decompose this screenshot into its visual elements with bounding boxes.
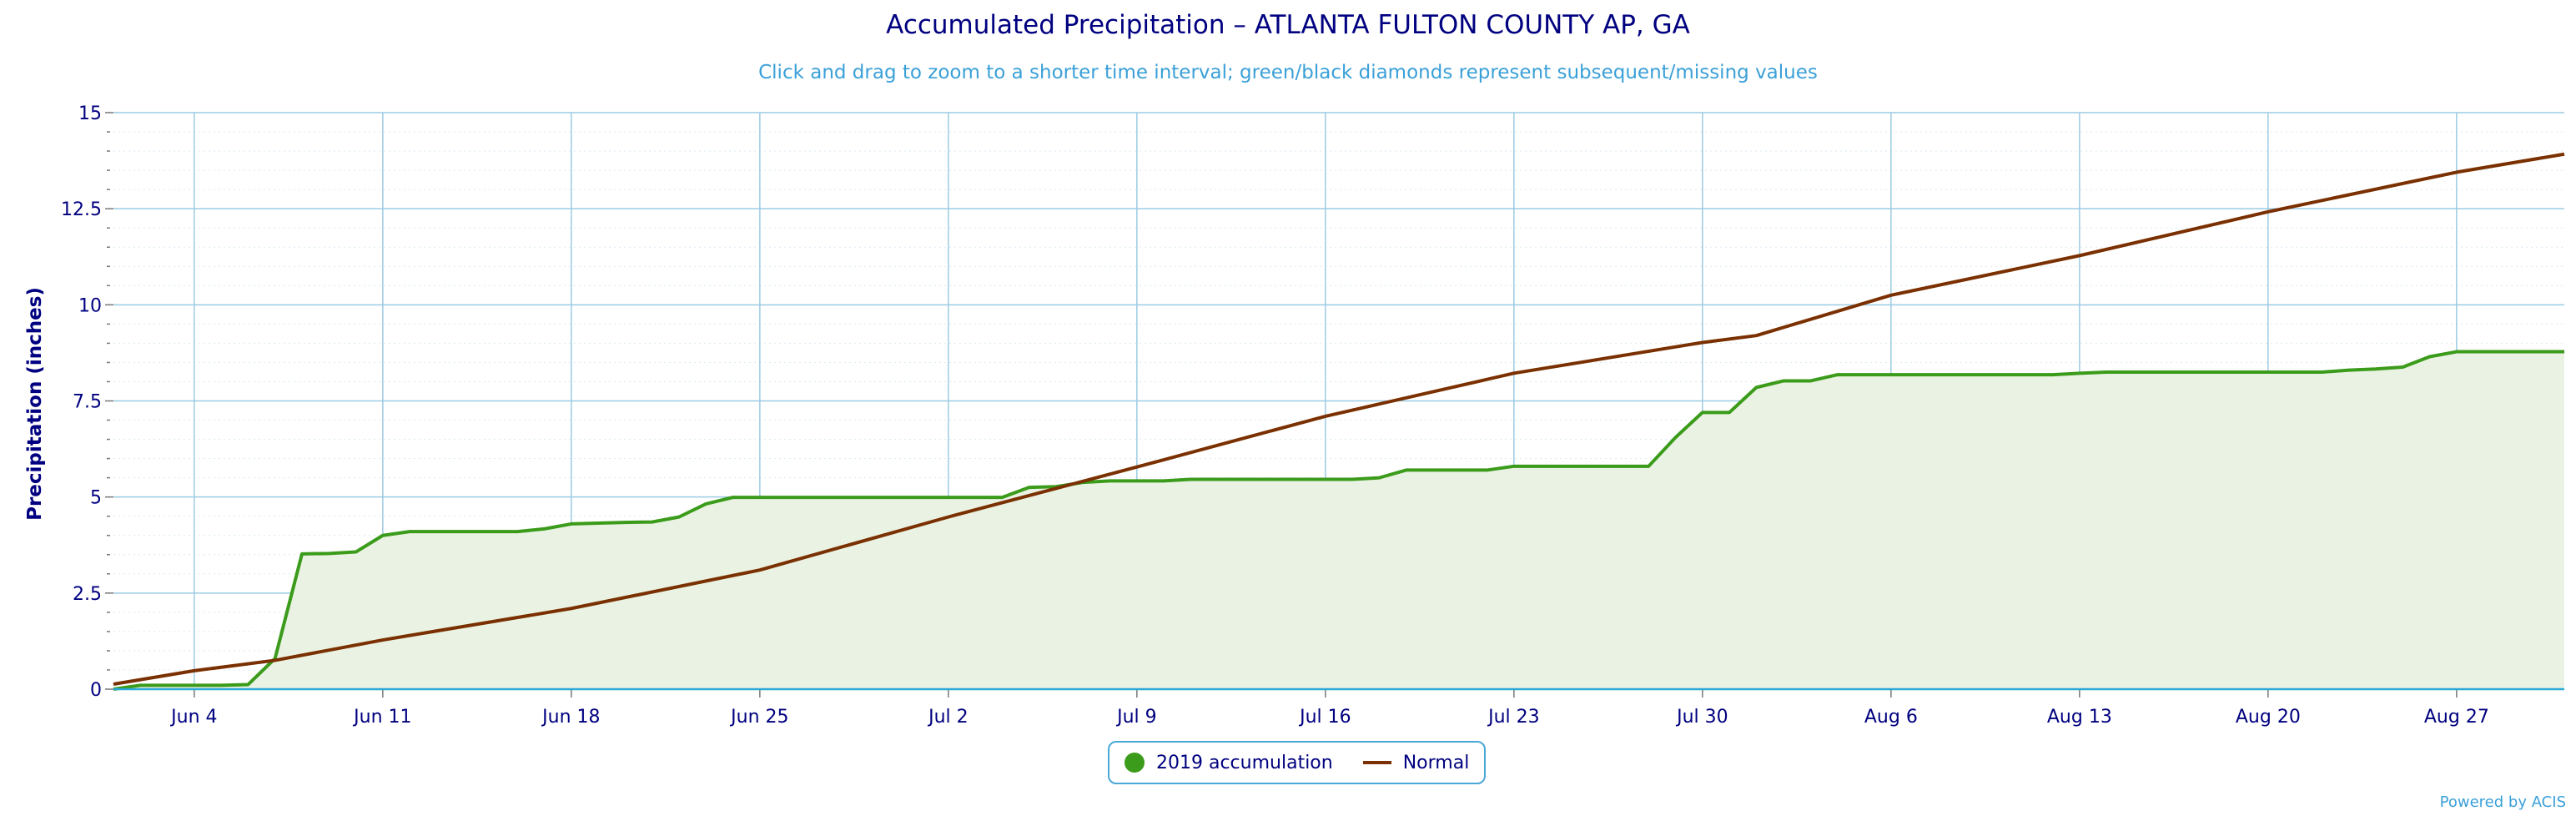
x-tick-label: Aug 6 [1864, 707, 1918, 728]
y-tick-label: 5 [90, 488, 102, 509]
legend: 2019 accumulation Normal [1108, 741, 1487, 784]
accumulation-line [113, 350, 2564, 691]
legend-marker-normal [1362, 761, 1391, 764]
x-tick-label: Aug 27 [2424, 707, 2489, 728]
y-tick-label: 7.5 [73, 392, 102, 413]
normal-line [113, 152, 2565, 686]
x-tick-label: Jul 30 [1675, 707, 1728, 728]
powered-by-credit[interactable]: Powered by ACIS [2439, 793, 2566, 811]
x-tick-label: Jul 23 [1487, 707, 1540, 728]
legend-marker-accumulation [1124, 753, 1145, 773]
x-tick-label: Jun 4 [169, 707, 217, 728]
x-tick-label: Jun 18 [541, 707, 600, 728]
x-tick-label: Jul 16 [1298, 707, 1351, 728]
legend-label-accumulation: 2019 accumulation [1156, 752, 1333, 773]
x-tick-label: Aug 20 [2236, 707, 2301, 728]
y-tick-label: 10 [78, 295, 102, 316]
accumulation-area [113, 351, 2564, 689]
legend-item-accumulation[interactable]: 2019 accumulation [1124, 753, 1333, 773]
x-tick-label: Jul 9 [1115, 707, 1157, 728]
x-tick-label: Jun 25 [729, 707, 788, 728]
y-tick-label: 12.5 [61, 199, 102, 220]
legend-item-normal[interactable]: Normal [1362, 752, 1470, 773]
y-tick-label: 0 [90, 680, 102, 701]
chart-title: Accumulated Precipitation – ATLANTA FULT… [886, 10, 1690, 40]
x-tick-label: Jul 2 [927, 707, 969, 728]
x-tick-label: Aug 13 [2047, 707, 2112, 728]
x-tick-label: Jun 11 [352, 707, 411, 728]
y-tick-label: 15 [78, 103, 102, 124]
legend-label-normal: Normal [1402, 752, 1470, 773]
y-tick-label: 2.5 [73, 584, 102, 605]
chart-subtitle: Click and drag to zoom to a shorter time… [758, 62, 1818, 83]
